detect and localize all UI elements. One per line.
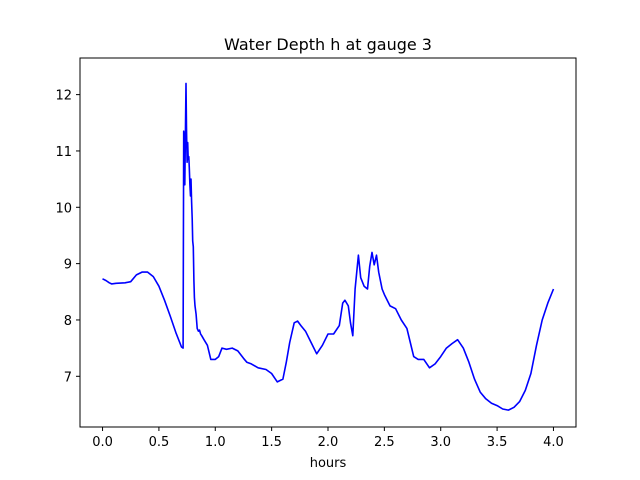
y-tick-label: 8: [64, 314, 72, 329]
x-tick-label: 1.5: [261, 435, 282, 450]
x-tick-label: 0.0: [92, 435, 113, 450]
x-tick-label: 3.0: [430, 435, 451, 450]
plot-frame: [79, 57, 577, 428]
x-tick-label: 1.0: [205, 435, 226, 450]
y-tick-label: 7: [64, 370, 72, 385]
series-line: [102, 82, 555, 411]
x-tick-label: 4.0: [543, 435, 564, 450]
y-tick-label: 9: [64, 258, 72, 273]
y-tick-label: 12: [55, 89, 72, 104]
series-layer: [102, 82, 555, 411]
x-tick-label: 2.0: [318, 435, 339, 450]
x-tick-label: 2.5: [374, 435, 395, 450]
y-tick-label: 10: [55, 201, 72, 216]
y-tick-label: 11: [55, 145, 72, 160]
axis-ticks: 0.0 0.5 1.0 1.5 2.0 2.5 3.0 3.5 4.0 7 8 9 10 11 12: [55, 89, 563, 450]
x-axis-label: hours: [310, 456, 347, 471]
x-tick-label: 0.5: [149, 435, 170, 450]
x-tick-label: 3.5: [487, 435, 508, 450]
chart-title: Water Depth h at gauge 3: [224, 35, 432, 54]
